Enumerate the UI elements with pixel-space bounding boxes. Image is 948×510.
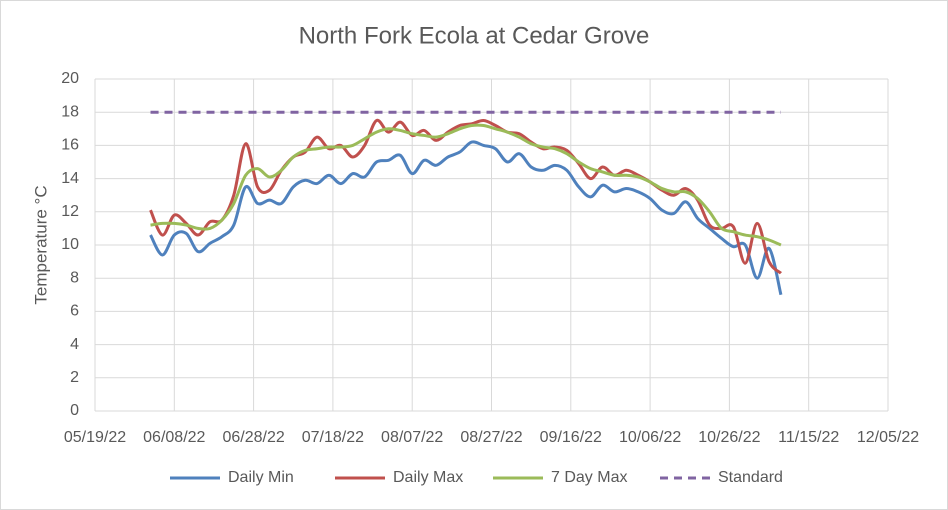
y-tick-label: 12 xyxy=(61,203,79,220)
x-tick-label: 08/27/22 xyxy=(460,429,522,446)
series-line xyxy=(150,123,782,247)
x-tick-label: 07/18/22 xyxy=(302,429,364,446)
series-line xyxy=(149,118,782,275)
x-tick-label: 10/26/22 xyxy=(698,429,760,446)
legend-label: Daily Min xyxy=(228,469,294,486)
y-tick-label: 6 xyxy=(70,303,79,320)
y-tick-label: 2 xyxy=(70,369,79,386)
x-tick-label: 05/19/22 xyxy=(64,429,126,446)
y-tick-label: 18 xyxy=(61,103,79,120)
chart-title: North Fork Ecola at Cedar Grove xyxy=(299,22,650,49)
y-tick-label: 14 xyxy=(61,170,79,187)
y-tick-label: 0 xyxy=(70,402,79,419)
y-tick-label: 10 xyxy=(61,236,79,253)
legend-label: Daily Max xyxy=(393,469,463,486)
y-tick-label: 8 xyxy=(70,269,79,286)
x-tick-label: 09/16/22 xyxy=(540,429,602,446)
legend-label: Standard xyxy=(718,469,783,486)
x-tick-label: 06/28/22 xyxy=(222,429,284,446)
legend-label: 7 Day Max xyxy=(551,469,627,486)
x-tick-label: 11/15/22 xyxy=(778,429,839,446)
x-tick-label: 10/06/22 xyxy=(619,429,681,446)
x-tick-label: 06/08/22 xyxy=(143,429,205,446)
x-tick-label: 08/07/22 xyxy=(381,429,443,446)
y-tick-label: 20 xyxy=(61,70,79,87)
x-tick-label: 12/05/22 xyxy=(857,429,919,446)
y-tick-label: 16 xyxy=(61,137,79,154)
y-axis-label: Temperature °C xyxy=(31,185,50,304)
y-tick-label: 4 xyxy=(70,336,79,353)
series-line xyxy=(149,140,783,296)
